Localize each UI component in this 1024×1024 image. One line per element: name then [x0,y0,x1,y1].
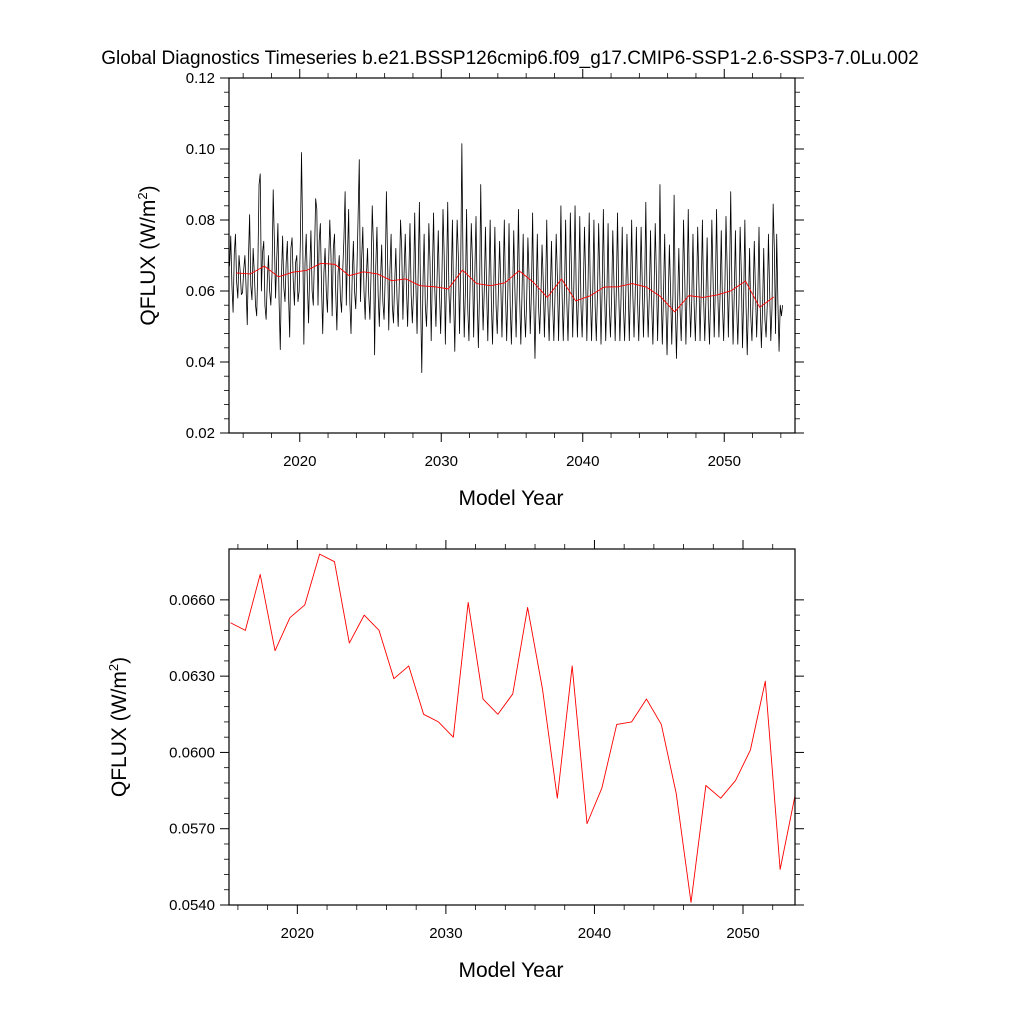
series-line-1 [236,262,775,313]
series-line-0 [229,143,783,374]
top-panel: 0.02 0.04 0.06 0.08 0.10 0.12 2020 2030 2040 2050… [135,69,804,510]
y-tick-label: 0.0540 [169,897,215,914]
x-tick-label: 2050 [708,453,741,470]
x-tick-label: 2040 [566,453,599,470]
x-tick-label: 2020 [283,453,316,470]
y-tick-label: 0.12 [186,70,215,87]
y-tick-label: 0.0660 [169,592,215,609]
chart-title: Global Diagnostics Timeseries b.e21.BSSP… [101,48,918,69]
x-tick-label: 2030 [425,453,458,470]
x-axis-label: Model Year [458,959,563,982]
y-axis-label: QFLUX (W/m2) [106,657,131,797]
y-tick-label: 0.04 [186,354,215,371]
y-tick-label: 0.08 [186,212,215,229]
y-tick-label: 0.06 [186,283,215,300]
y-axis-label: QFLUX (W/m2) [135,185,160,325]
y-tick-label: 0.0570 [169,821,215,838]
bottom-panel: 0.0540 0.0570 0.0600 0.0630 0.0660 2020 2030 20… [106,540,804,982]
plot-frame [228,77,796,434]
y-tick-label: 0.02 [186,425,215,442]
y-tick-label: 0.10 [186,141,215,158]
y-tick-label: 0.0600 [169,744,215,761]
x-axis-label: Model Year [458,487,563,510]
x-tick-label: 2050 [726,925,759,942]
x-tick-label: 2020 [281,925,314,942]
plot-frame [228,548,796,906]
series-line-0 [230,553,795,903]
y-tick-label: 0.0630 [169,668,215,685]
x-tick-label: 2030 [429,925,462,942]
x-tick-label: 2040 [578,925,611,942]
